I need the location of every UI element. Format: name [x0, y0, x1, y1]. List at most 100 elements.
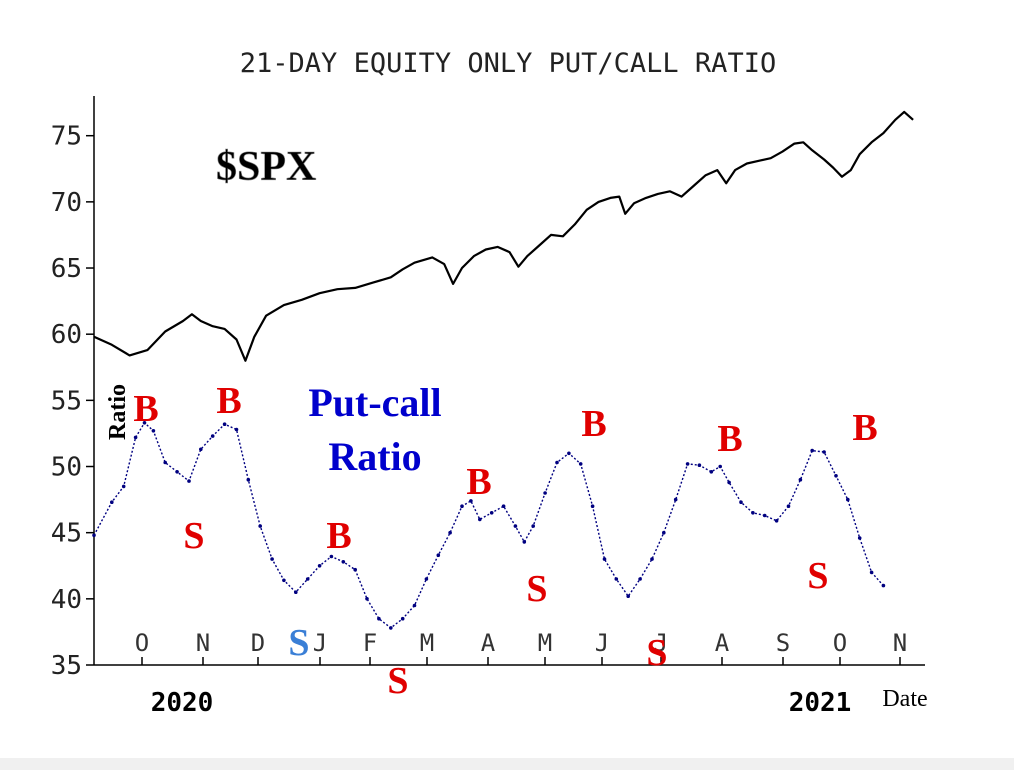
put-call-point	[187, 479, 191, 483]
y-tick-label: 55	[51, 386, 82, 416]
put-call-point	[857, 536, 862, 540]
x-month-label: N	[893, 629, 907, 657]
put-call-point	[846, 497, 850, 502]
put-call-point	[555, 460, 559, 465]
x-month-label: O	[135, 629, 149, 657]
put-call-point	[751, 511, 755, 515]
put-call-point	[246, 477, 251, 482]
annotation-put-call-line1: Put-call	[308, 380, 441, 425]
put-call-point	[727, 480, 731, 485]
put-call-point	[513, 524, 518, 528]
put-call-point	[501, 504, 506, 509]
put-call-point	[460, 504, 464, 509]
x-month-label: F	[363, 629, 377, 657]
signal-b-7: B	[852, 407, 877, 449]
put-call-point	[662, 530, 666, 535]
signal-b-2: B	[216, 380, 241, 422]
put-call-point	[282, 578, 286, 583]
put-call-point	[739, 500, 743, 505]
x-month-label: M	[538, 629, 552, 657]
x-month-label: J	[595, 629, 609, 657]
put-call-point	[614, 577, 619, 581]
put-call-point	[697, 463, 702, 468]
put-call-point	[578, 462, 583, 466]
put-call-point	[400, 616, 405, 621]
put-call-point	[522, 540, 527, 544]
put-call-point	[531, 524, 535, 528]
y-tick-label: 40	[51, 585, 82, 615]
signal-b-1: B	[133, 388, 158, 430]
put-call-point	[222, 422, 227, 427]
put-call-series	[92, 421, 886, 630]
put-call-point	[881, 583, 886, 588]
put-call-point	[175, 470, 179, 474]
put-call-point	[869, 570, 874, 575]
put-call-point	[142, 421, 147, 425]
y-tick-label: 50	[51, 453, 82, 483]
y-tick-label: 70	[51, 188, 82, 218]
put-call-point	[626, 594, 630, 598]
put-call-point	[685, 462, 690, 466]
signal-s-5: S	[807, 555, 828, 597]
put-call-point	[329, 554, 334, 559]
y-axis-ticks: 35 40 45 50 55 60 65 70 75	[51, 122, 94, 681]
put-call-line	[93, 422, 884, 629]
put-call-point	[270, 557, 274, 561]
put-call-point	[834, 474, 838, 478]
x-axis-ticks	[141, 657, 901, 665]
y-tick-label: 45	[51, 519, 82, 549]
x-month-label: A	[481, 629, 496, 657]
put-call-point	[774, 519, 779, 523]
put-call-point	[317, 564, 322, 568]
signal-s-3: S	[526, 568, 547, 610]
year-label-2020: 2020	[151, 688, 214, 718]
put-call-point	[638, 577, 642, 581]
y-tick-label: 35	[51, 651, 82, 681]
put-call-point	[341, 560, 346, 564]
x-axis-label: Date	[882, 686, 927, 712]
put-call-point	[199, 447, 203, 452]
x-month-label: O	[833, 629, 847, 657]
put-call-point	[436, 553, 441, 557]
annotation-put-call-line2: Ratio	[328, 434, 421, 479]
x-month-label: J	[313, 629, 327, 657]
x-month-label: S	[776, 629, 790, 657]
put-call-point	[210, 434, 215, 438]
signal-b-3: B	[326, 515, 351, 557]
y-axis-label: Ratio	[105, 384, 131, 440]
y-tick-label: 60	[51, 320, 82, 350]
put-call-point	[543, 491, 547, 495]
put-call-point	[377, 616, 381, 621]
put-call-point	[762, 513, 767, 518]
put-call-point	[718, 464, 722, 469]
put-call-point	[389, 626, 393, 630]
put-call-point	[92, 533, 96, 538]
put-call-point	[121, 484, 126, 489]
spx-line	[93, 110, 914, 362]
series-layer	[92, 110, 914, 630]
put-call-point	[673, 497, 678, 502]
put-call-point	[590, 504, 595, 509]
signal-s-4: S	[646, 632, 667, 674]
footer-band	[0, 758, 1014, 770]
x-month-label: D	[251, 629, 265, 657]
put-call-point	[469, 499, 473, 503]
y-tick-label: 75	[51, 122, 82, 152]
signal-s-2: S	[387, 660, 408, 702]
put-call-point	[110, 500, 114, 505]
put-call-point	[798, 477, 803, 482]
put-call-point	[602, 557, 607, 561]
put-call-point	[133, 435, 138, 440]
put-call-point	[353, 567, 358, 572]
signal-b-6: B	[717, 418, 742, 460]
put-call-point	[424, 577, 429, 581]
year-label-2021: 2021	[789, 688, 852, 718]
x-month-label: J	[654, 629, 668, 657]
x-month-label: M	[420, 629, 434, 657]
put-call-point	[234, 427, 239, 432]
put-call-point	[151, 429, 156, 433]
annotation-spx: $SPX	[216, 144, 316, 190]
x-month-label: A	[715, 629, 730, 657]
